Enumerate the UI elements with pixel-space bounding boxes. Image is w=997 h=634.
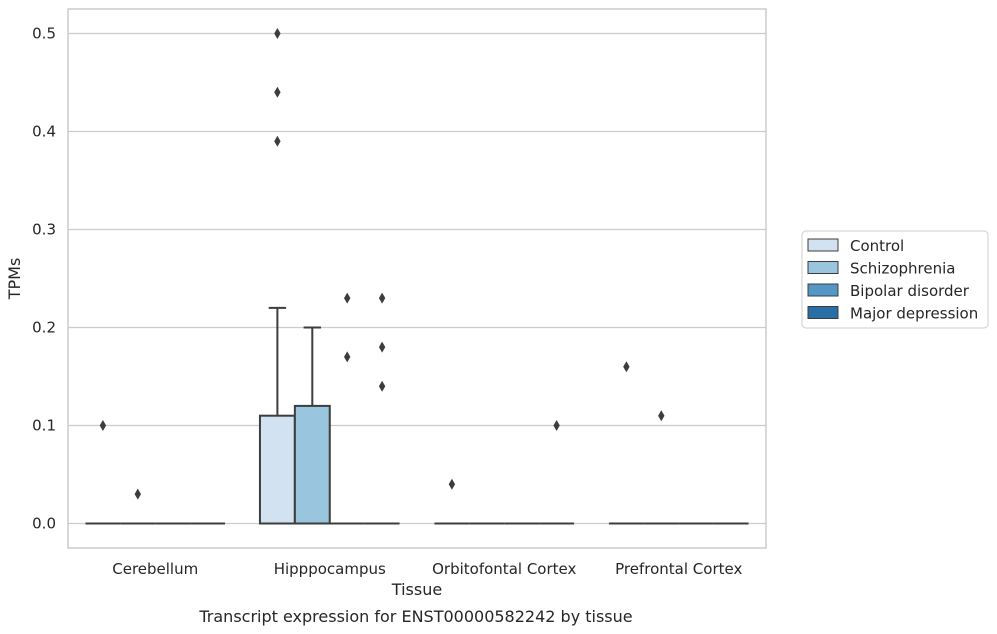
x-tick-label: Cerebellum <box>112 560 198 578</box>
x-axis-ticks: Cerebellum Hipppocampus Orbitofontal Corte… <box>112 560 742 578</box>
y-tick-label: 0.3 <box>32 221 56 239</box>
box-0-3 <box>608 361 644 525</box>
plot-area <box>67 8 767 549</box>
outlier-point <box>344 292 351 304</box>
outlier-point <box>378 341 386 353</box>
outlier-point <box>378 292 386 304</box>
y-tick-label: 0.4 <box>32 123 56 141</box>
box-2-1 <box>329 292 365 525</box>
chart-caption: Transcript expression for ENST0000058224… <box>198 607 632 626</box>
box <box>258 414 296 525</box>
box-0-1 <box>258 28 296 525</box>
x-tick-label: Hipppocampus <box>274 560 386 578</box>
legend-label: Major depression <box>850 305 978 323</box>
x-tick-label: Prefrontal Cortex <box>615 560 742 578</box>
outlier-point <box>274 28 281 39</box>
y-tick-label: 0.0 <box>32 515 56 533</box>
outlier-point <box>274 86 281 98</box>
legend-label: Schizophrenia <box>850 260 955 278</box>
box-3-2 <box>539 420 575 525</box>
legend: Control Schizophrenia Bipolar disorder Majo… <box>801 230 989 329</box>
x-axis-label: Tissue <box>391 580 442 599</box>
outlier-point <box>134 488 141 500</box>
outlier-point <box>378 380 386 392</box>
y-axis-ticks: 0.0 0.1 0.2 0.3 0.4 0.5 <box>32 25 56 533</box>
legend-swatch <box>807 283 839 297</box>
box-1-3 <box>643 410 679 525</box>
outlier-point <box>553 420 560 431</box>
box-3-1 <box>364 292 400 525</box>
outlier-point <box>448 478 456 490</box>
y-tick-label: 0.5 <box>32 25 56 43</box>
legend-swatch <box>807 306 839 319</box>
legend-swatch <box>807 261 839 274</box>
outlier-point <box>623 361 630 373</box>
legend-label: Bipolar disorder <box>850 282 970 300</box>
y-axis-label: TPMs <box>5 258 24 301</box>
y-tick-label: 0.1 <box>32 417 56 435</box>
box <box>293 404 331 525</box>
box-0-2 <box>434 478 470 525</box>
box-plots <box>85 28 749 525</box>
box-1-1 <box>293 326 331 525</box>
outlier-point <box>274 135 281 147</box>
y-tick-label: 0.2 <box>32 319 56 337</box>
legend-label: Control <box>850 237 904 255</box>
outlier-point <box>99 420 107 431</box>
legend-frame <box>801 230 989 329</box>
outlier-point <box>658 410 665 422</box>
outlier-point <box>344 351 351 363</box>
legend-swatch <box>807 238 839 252</box>
box-0-0 <box>85 420 121 525</box>
grid-lines <box>68 32 766 525</box>
box-1-0 <box>120 488 156 525</box>
x-tick-label: Orbitofontal Cortex <box>432 560 576 578</box>
